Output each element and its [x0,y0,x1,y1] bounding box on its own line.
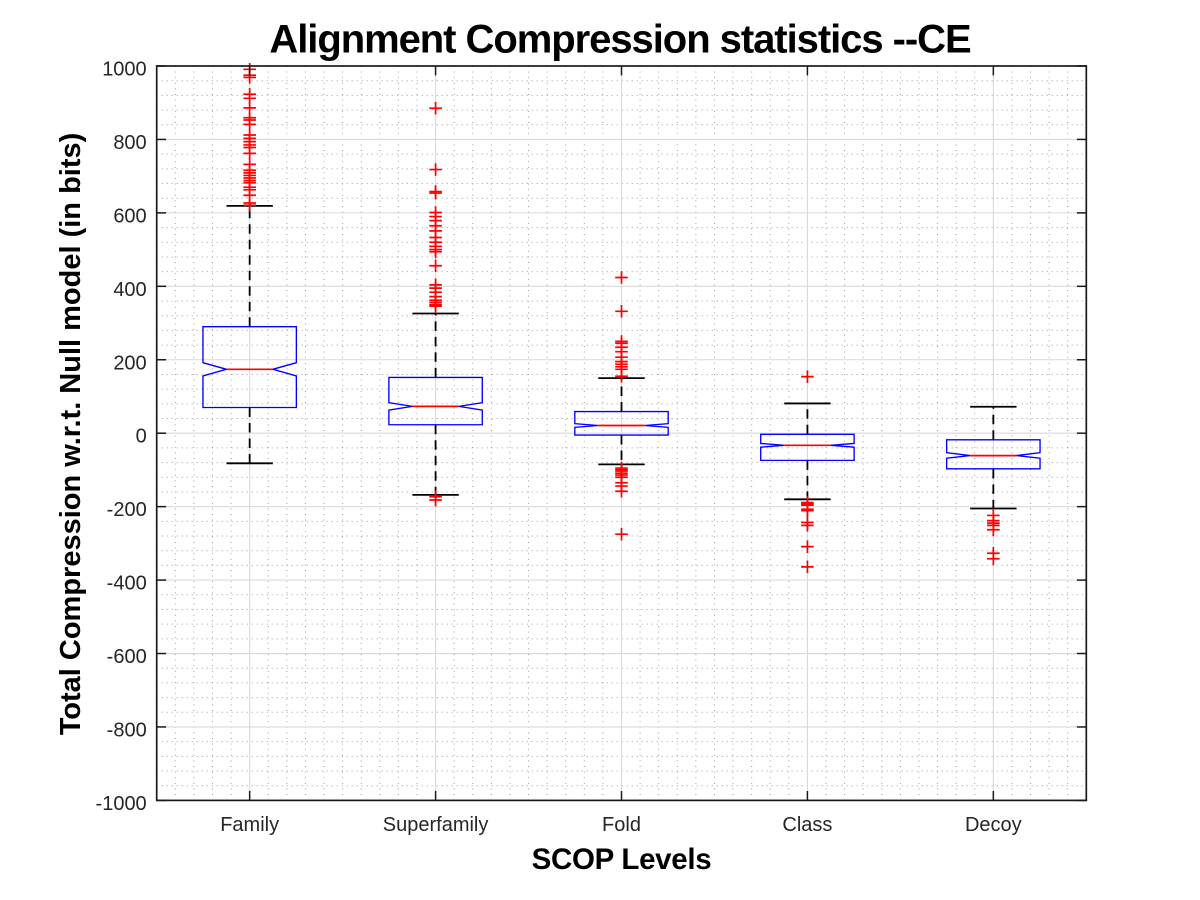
svg-text:-200: -200 [107,499,147,521]
svg-text:-400: -400 [107,573,147,595]
svg-text:SCOP Levels: SCOP Levels [532,843,712,876]
svg-text:Total Compression w.r.t. Null: Total Compression w.r.t. Null model (in … [55,133,87,736]
svg-text:200: 200 [113,352,146,374]
svg-text:800: 800 [113,132,146,154]
svg-text:0: 0 [136,426,147,448]
svg-text:-1000: -1000 [96,793,147,815]
svg-text:Alignment Compression statisti: Alignment Compression statistics --CE [269,18,971,62]
svg-text:600: 600 [113,205,146,227]
svg-text:Superfamily: Superfamily [383,814,489,836]
svg-text:Fold: Fold [602,814,641,836]
svg-text:Family: Family [220,814,279,836]
svg-text:Decoy: Decoy [965,814,1022,836]
svg-text:Class: Class [782,814,832,836]
svg-text:400: 400 [113,279,146,301]
svg-text:1000: 1000 [102,59,147,81]
svg-text:-600: -600 [107,646,147,668]
svg-text:-800: -800 [107,719,147,741]
